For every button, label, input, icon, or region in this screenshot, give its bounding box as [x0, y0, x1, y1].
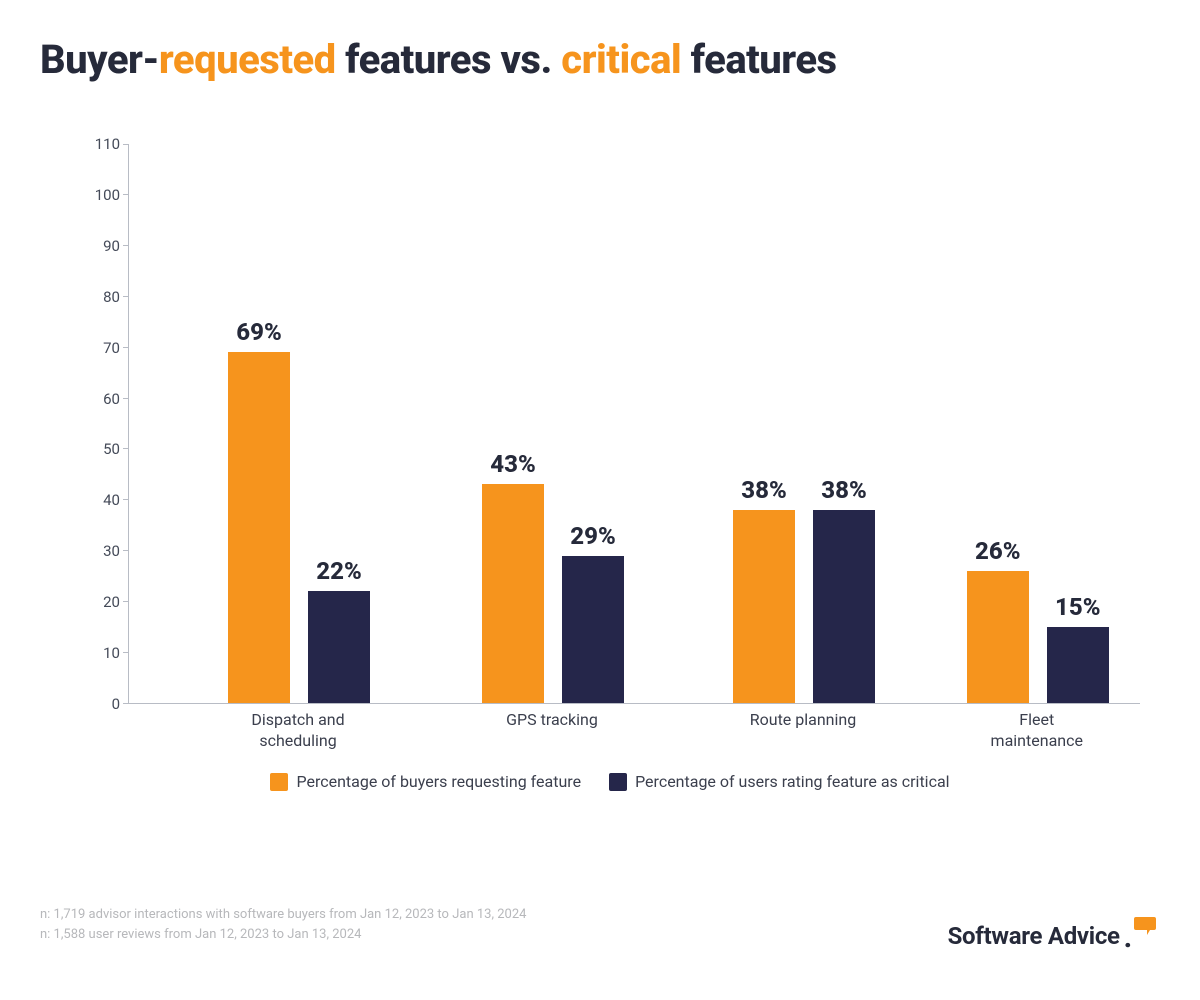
x-axis-labels: Dispatch andscheduling GPS tracking Route … [128, 710, 1140, 766]
legend-swatch [270, 773, 288, 791]
footnotes: n: 1,719 advisor interactions with softw… [40, 905, 526, 944]
bar-value-label: 69% [236, 318, 281, 346]
x-category-label: Dispatch andscheduling [213, 710, 383, 752]
x-category-label: Route planning [718, 710, 888, 731]
y-tick-mark [123, 296, 129, 297]
y-tick-label: 40 [80, 491, 120, 509]
bar: 22% [308, 591, 370, 703]
y-tick-label: 30 [80, 542, 120, 560]
y-tick-mark [123, 194, 129, 195]
brand-text: Software Advice [948, 922, 1120, 950]
y-tick-label: 80 [80, 288, 120, 306]
chart-title: Buyer-requested features vs. critical fe… [40, 36, 1160, 84]
legend-label: Percentage of buyers requesting feature [296, 772, 581, 791]
y-tick-mark [123, 499, 129, 500]
plot-area: 69% 22% 43% 29% 38% 38% 26% 15% [128, 144, 1140, 704]
bar: 29% [562, 556, 624, 703]
y-tick-label: 60 [80, 390, 120, 408]
y-tick-label: 90 [80, 237, 120, 255]
footnote-line: n: 1,588 user reviews from Jan 12, 2023 … [40, 925, 526, 945]
bar: 15% [1047, 627, 1109, 703]
title-segment: requested [159, 36, 336, 83]
x-category-label: GPS tracking [467, 710, 637, 731]
bar-value-label: 43% [490, 450, 535, 478]
bar: 38% [733, 510, 795, 703]
legend-label: Percentage of users rating feature as cr… [635, 772, 949, 791]
y-tick-mark [123, 398, 129, 399]
legend: Percentage of buyers requesting feature P… [80, 772, 1140, 791]
bar-value-label: 38% [821, 476, 866, 504]
bar-value-label: 38% [741, 476, 786, 504]
bar-value-label: 15% [1055, 593, 1100, 621]
legend-swatch [609, 773, 627, 791]
bar: 69% [228, 352, 290, 703]
y-tick-mark [123, 703, 129, 704]
y-tick-label: 20 [80, 593, 120, 611]
y-axis: 0102030405060708090100110 [80, 144, 128, 704]
y-tick-label: 50 [80, 440, 120, 458]
y-tick-mark [123, 550, 129, 551]
speech-bubble-icon [1134, 916, 1158, 938]
footnote-line: n: 1,719 advisor interactions with softw… [40, 905, 526, 925]
y-tick-label: 110 [80, 135, 120, 153]
title-segment: Buyer- [40, 36, 159, 83]
y-tick-mark [123, 448, 129, 449]
brand-dot: . [1124, 924, 1132, 952]
title-segment: critical [561, 36, 681, 83]
y-tick-mark [123, 652, 129, 653]
chart-area: 0102030405060708090100110 69%22%43%29%38… [80, 144, 1140, 704]
y-tick-mark [123, 601, 129, 602]
bar-value-label: 26% [975, 537, 1020, 565]
y-tick-label: 0 [80, 695, 120, 713]
bar-value-label: 22% [316, 557, 361, 585]
x-category-label: Fleetmaintenance [952, 710, 1122, 752]
y-tick-label: 70 [80, 339, 120, 357]
y-tick-mark [123, 347, 129, 348]
legend-item: Percentage of buyers requesting feature [270, 772, 581, 791]
bar: 26% [967, 571, 1029, 703]
bar-value-label: 29% [570, 522, 615, 550]
bar: 43% [482, 484, 544, 703]
y-tick-label: 10 [80, 644, 120, 662]
bar: 38% [813, 510, 875, 703]
y-tick-mark [123, 245, 129, 246]
title-segment: features [681, 36, 836, 83]
y-tick-mark [123, 144, 129, 145]
title-segment: features vs. [336, 36, 562, 83]
legend-item: Percentage of users rating feature as cr… [609, 772, 949, 791]
brand-logo: Software Advice . [948, 922, 1160, 950]
y-tick-label: 100 [80, 186, 120, 204]
